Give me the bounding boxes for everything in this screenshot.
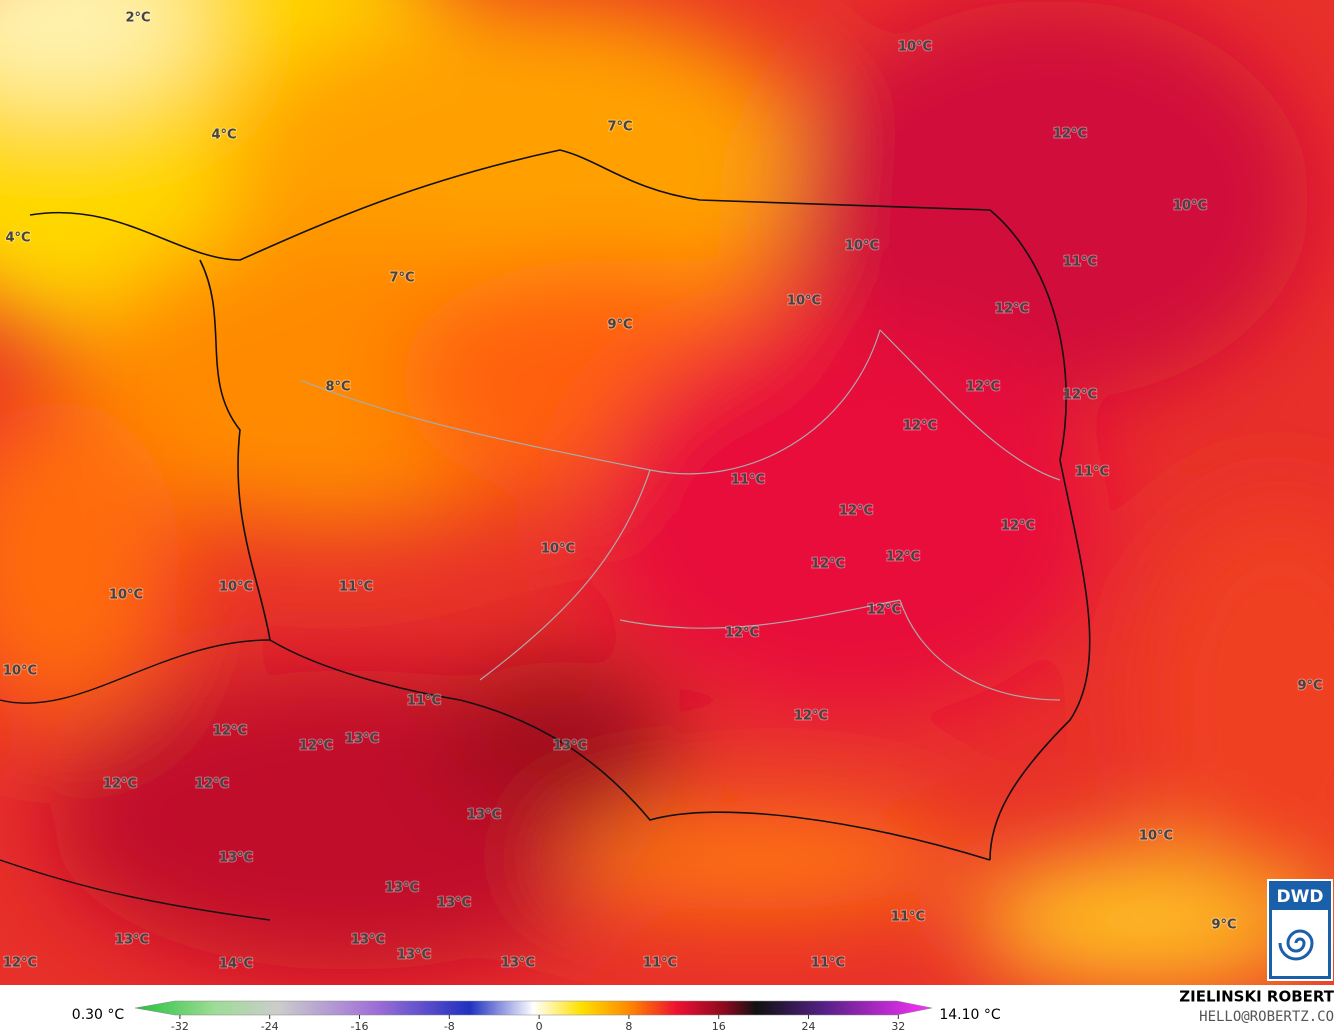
temperature-label: 12°C (995, 302, 1029, 317)
temperature-label: 13°C (219, 851, 253, 866)
temperature-label: 12°C (886, 550, 920, 565)
colorbar-tick-label: -24 (261, 1020, 279, 1033)
temperature-label: 10°C (1139, 829, 1173, 844)
temperature-label: 11°C (731, 473, 765, 488)
temperature-label: 10°C (1173, 199, 1207, 214)
temperature-label: 4°C (211, 128, 236, 143)
temperature-field (0, 0, 1334, 990)
temperature-label: 4°C (5, 231, 30, 246)
temperature-label: 12°C (794, 709, 828, 724)
temperature-label: 14°C (219, 957, 253, 972)
temperature-label: 13°C (437, 896, 471, 911)
temperature-label: 9°C (1211, 918, 1236, 933)
contact: HELLO@ROBERTZ.CO (1199, 1009, 1334, 1025)
temperature-label: 12°C (725, 626, 759, 641)
dwd-logo: DWD (1267, 879, 1333, 981)
temperature-label: 12°C (1001, 519, 1035, 534)
temperature-label: 12°C (811, 557, 845, 572)
temperature-label: 13°C (501, 956, 535, 971)
temperature-label: 2°C (125, 11, 150, 26)
temperature-label: 9°C (1297, 679, 1322, 694)
temperature-label: 7°C (389, 271, 414, 286)
temperature-label: 12°C (903, 419, 937, 434)
colorbar-tick-label: 24 (802, 1020, 816, 1033)
temperature-label: 12°C (1053, 127, 1087, 142)
temperature-label: 11°C (643, 956, 677, 971)
colorbar-tick-label: 8 (625, 1020, 632, 1033)
colorbar-tick-label: -8 (444, 1020, 455, 1033)
temperature-label: 10°C (109, 588, 143, 603)
temperature-label: 13°C (115, 933, 149, 948)
temperature-label: 8°C (325, 380, 350, 395)
temperature-label: 11°C (891, 910, 925, 925)
temperature-label: 13°C (553, 739, 587, 754)
temperature-label: 11°C (811, 956, 845, 971)
temperature-label: 13°C (397, 948, 431, 963)
colorbar (134, 1000, 933, 1016)
temperature-label: 10°C (898, 40, 932, 55)
min-value: 0.30 °C (72, 1007, 125, 1023)
temperature-label: 12°C (213, 724, 247, 739)
temperature-label: 11°C (1075, 465, 1109, 480)
colorbar-tick-label: 16 (712, 1020, 726, 1033)
temperature-label: 9°C (607, 318, 632, 333)
temperature-label: 13°C (351, 933, 385, 948)
temperature-label: 10°C (845, 239, 879, 254)
temperature-label: 10°C (787, 294, 821, 309)
temperature-label: 12°C (1063, 388, 1097, 403)
temperature-label: 12°C (103, 777, 137, 792)
temperature-label: 11°C (339, 580, 373, 595)
temperature-label: 13°C (345, 732, 379, 747)
temperature-label: 10°C (3, 664, 37, 679)
colorbar-tick-label: 0 (536, 1020, 543, 1033)
temperature-label: 12°C (299, 739, 333, 754)
temperature-label: 12°C (839, 504, 873, 519)
temperature-label: 13°C (467, 808, 501, 823)
max-value: 14.10 °C (939, 1007, 1001, 1023)
temperature-label: 10°C (541, 542, 575, 557)
temperature-label: 12°C (867, 603, 901, 618)
colorbar-tick-label: -32 (171, 1020, 189, 1033)
temperature-label: 12°C (195, 777, 229, 792)
temperature-label: 12°C (3, 956, 37, 971)
author: ZIELINSKI ROBERT (1179, 988, 1334, 1006)
temperature-label: 13°C (385, 881, 419, 896)
logo-text: DWD (1277, 887, 1324, 907)
colorbar-tick-label: 32 (891, 1020, 905, 1033)
temperature-label: 11°C (1063, 255, 1097, 270)
temperature-label: 7°C (607, 120, 632, 135)
temperature-label: 11°C (407, 694, 441, 709)
colorbar-tick-label: -16 (351, 1020, 369, 1033)
temperature-label: 12°C (966, 380, 1000, 395)
temperature-label: 10°C (219, 580, 253, 595)
